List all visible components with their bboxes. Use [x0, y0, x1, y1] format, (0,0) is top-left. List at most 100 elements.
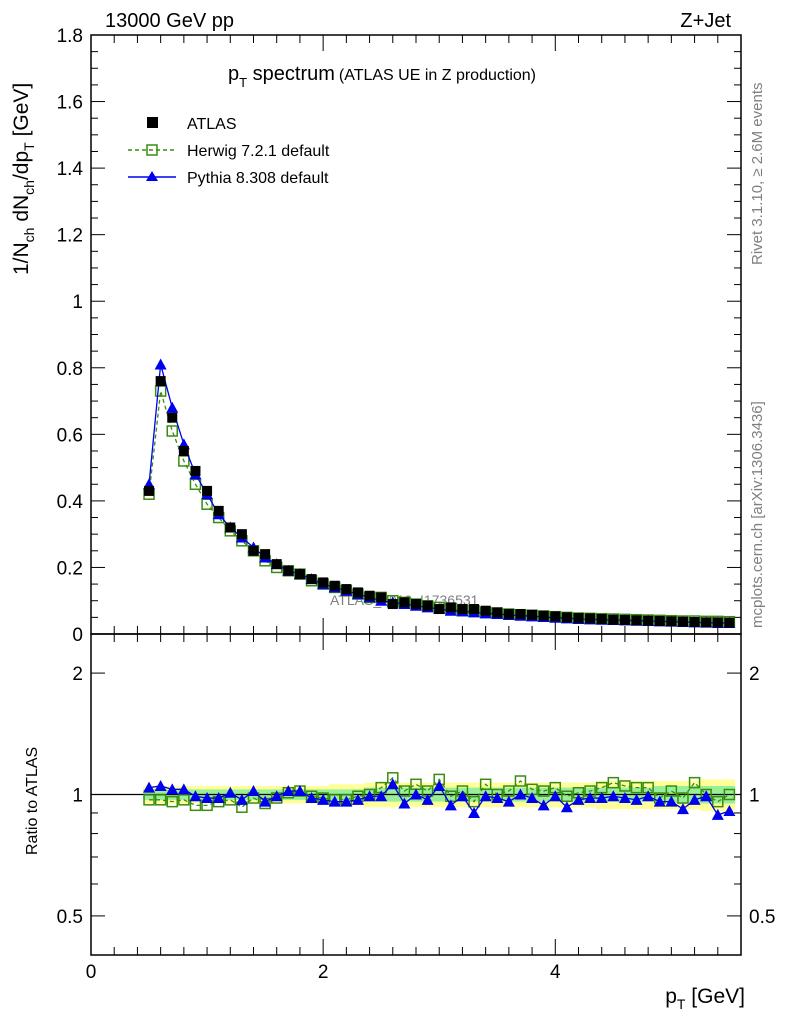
- ratio-pythia-point: [607, 790, 620, 802]
- rivet-label: Rivet 3.1.10, ≥ 2.6M events: [749, 83, 766, 266]
- ratio-pythia-point: [526, 792, 539, 804]
- main-y-tick-label: 1.6: [57, 93, 83, 114]
- legend-atlas-marker: [147, 117, 158, 128]
- ratio-pythia-point: [363, 790, 376, 802]
- legend-herwig-label: Herwig 7.2.1 default: [187, 143, 330, 160]
- ratio-pythia-point: [537, 799, 550, 811]
- ratio-pythia-point: [375, 790, 388, 802]
- ratio-pythia-point: [212, 792, 225, 804]
- atlas-point: [457, 604, 468, 615]
- ratio-pythia-point: [595, 792, 608, 804]
- main-y-tick-label: 0.8: [57, 359, 83, 380]
- atlas-point: [283, 565, 294, 576]
- header-right: Z+Jet: [680, 10, 731, 32]
- ratio-pythia-point: [224, 786, 237, 798]
- ratio-herwig-point: [143, 794, 155, 806]
- atlas-point: [306, 574, 317, 585]
- ratio-herwig-point: [514, 775, 527, 787]
- ratio-axis-label: Ratio to ATLAS: [24, 747, 41, 855]
- main-y-tick-label: 0.6: [57, 425, 83, 446]
- atlas-point: [364, 590, 375, 601]
- atlas-point: [712, 617, 723, 628]
- atlas-point: [480, 605, 491, 616]
- main-y-tick-label: 1.4: [57, 159, 84, 180]
- ratio-herwig-point: [166, 795, 178, 808]
- main-y-tick-label: 0.4: [57, 492, 84, 513]
- mcplots-label: mcplots.cern.ch [arXiv:1306.3436]: [749, 401, 766, 628]
- main-y-tick-label: 0: [72, 625, 83, 646]
- ratio-herwig-line: [149, 776, 730, 809]
- ratio-pythia-point: [479, 790, 492, 802]
- ratio-pythia-point: [642, 790, 655, 802]
- ratio-pythia-point: [317, 793, 330, 805]
- ratio-herwig-point: [537, 785, 550, 797]
- ratio-herwig-point: [607, 776, 620, 789]
- legend-pythia-label: Pythia 8.308 default: [187, 170, 329, 187]
- legend-herwig-marker: [146, 144, 158, 156]
- atlas-point: [538, 610, 549, 621]
- ratio-pythia-point: [491, 792, 504, 804]
- ratio-pythia-point: [259, 795, 272, 807]
- ratio-y-tick-label-right: 2: [749, 664, 760, 685]
- atlas-point: [387, 599, 398, 610]
- atlas-point: [411, 599, 421, 610]
- x-axis-label: pT [GeV]: [665, 985, 745, 1012]
- main-y-tick-label: 1: [72, 292, 83, 313]
- ratio-pythia-point: [514, 788, 527, 800]
- ratio-herwig-point: [479, 778, 492, 791]
- ratio-pythia-point: [502, 795, 515, 807]
- plot-title: pT spectrum (ATLAS UE in Z production): [228, 63, 536, 90]
- ratio-herwig-point: [630, 781, 643, 794]
- ratio-x-tick-label: 0: [86, 962, 97, 983]
- ratio-pythia-point: [676, 803, 689, 815]
- atlas-point: [619, 615, 630, 626]
- ratio-y-tick-label: 2: [72, 664, 83, 685]
- atlas-point: [503, 609, 514, 620]
- atlas-point: [318, 577, 329, 588]
- atlas-point: [236, 529, 247, 540]
- ratio-x-tick-label: 2: [318, 962, 329, 983]
- ratio-pythia-point: [189, 790, 202, 802]
- ratio-pythia-point: [572, 793, 585, 805]
- main-y-tick-label: 1.8: [57, 26, 83, 47]
- ratio-pythia-point: [328, 795, 341, 807]
- atlas-point: [724, 617, 735, 628]
- atlas-point: [190, 465, 201, 476]
- ratio-herwig-point: [178, 794, 190, 806]
- ratio-pythia-point: [723, 805, 736, 817]
- atlas-point: [225, 522, 236, 533]
- legend-pythia-marker: [146, 171, 158, 181]
- ratio-pythia-point: [166, 783, 179, 795]
- pythia-point: [154, 358, 167, 370]
- atlas-point: [527, 609, 538, 620]
- atlas-point: [248, 545, 259, 556]
- atlas-point: [596, 614, 607, 625]
- ratio-pythia-point: [270, 790, 283, 802]
- ratio-herwig-point: [677, 792, 689, 804]
- ratio-herwig-point: [712, 795, 724, 808]
- y-axis-label: 1/Nch dNch/dpT [GeV]: [10, 83, 37, 275]
- atlas-point: [654, 616, 665, 627]
- ratio-herwig-point: [723, 788, 736, 801]
- ratio-herwig-point: [619, 780, 631, 792]
- atlas-point: [608, 614, 619, 625]
- herwig-point: [166, 425, 178, 437]
- atlas-point: [515, 609, 526, 620]
- ratio-pythia-point: [398, 797, 411, 809]
- ratio-pythia-point: [549, 790, 562, 802]
- atlas-point: [202, 485, 213, 496]
- legend: ATLAS Herwig 7.2.1 default Pythia 8.308 …: [128, 116, 330, 187]
- ratio-pythia-point: [421, 793, 434, 805]
- ratio-pythia-point: [154, 779, 167, 791]
- ratio-y-tick-label-right: 1: [749, 786, 760, 807]
- atlas-point: [155, 376, 166, 387]
- ratio-pythia-point: [444, 799, 457, 811]
- atlas-point: [689, 617, 700, 628]
- ratio-pythia-point: [468, 806, 481, 818]
- ratio-pythia-point: [235, 793, 248, 805]
- atlas-point: [469, 604, 480, 615]
- atlas-point: [434, 604, 445, 615]
- ratio-pythia-point: [177, 783, 190, 795]
- atlas-point: [631, 615, 642, 626]
- ratio-pythia-point: [282, 785, 295, 797]
